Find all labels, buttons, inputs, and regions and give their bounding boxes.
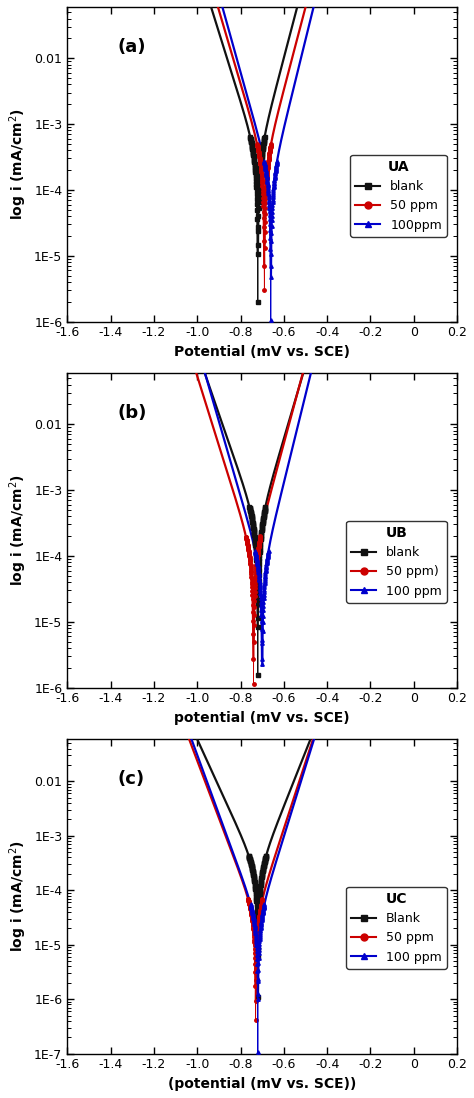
Y-axis label: log i (mA/cm$^2$): log i (mA/cm$^2$)	[7, 109, 28, 221]
Text: (b): (b)	[118, 404, 147, 423]
Y-axis label: log i (mA/cm$^2$): log i (mA/cm$^2$)	[7, 474, 28, 586]
X-axis label: (potential (mV vs. SCE)): (potential (mV vs. SCE))	[168, 1077, 356, 1091]
X-axis label: potential (mV vs. SCE): potential (mV vs. SCE)	[174, 712, 350, 725]
Text: (c): (c)	[118, 771, 145, 788]
Legend: Blank, 50 ppm, 100 ppm: Blank, 50 ppm, 100 ppm	[346, 887, 447, 968]
Y-axis label: log i (mA/cm$^2$): log i (mA/cm$^2$)	[7, 840, 28, 952]
Text: (a): (a)	[118, 38, 146, 56]
Legend: blank, 50 ppm), 100 ppm: blank, 50 ppm), 100 ppm	[346, 520, 447, 603]
X-axis label: Potential (mV vs. SCE): Potential (mV vs. SCE)	[174, 345, 350, 359]
Legend: blank, 50 ppm, 100ppm: blank, 50 ppm, 100ppm	[350, 155, 447, 237]
